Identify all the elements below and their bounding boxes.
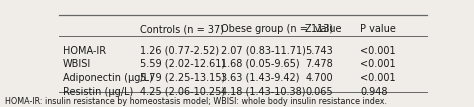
Text: 0.948: 0.948: [360, 87, 388, 97]
Text: HOMA-IR: insulin resistance by homeostasis model; WBISI: whole body insulin resi: HOMA-IR: insulin resistance by homeostas…: [5, 97, 387, 106]
Text: 7.478: 7.478: [305, 59, 333, 69]
Text: 0.065: 0.065: [305, 87, 333, 97]
Text: <0.001: <0.001: [360, 73, 396, 83]
Text: Adiponectin (μg/L): Adiponectin (μg/L): [63, 73, 153, 83]
Text: Resistin (μg/L): Resistin (μg/L): [63, 87, 133, 97]
Text: P value: P value: [360, 24, 396, 34]
Text: 5.743: 5.743: [305, 46, 333, 56]
Text: 4.18 (1.43-10.38): 4.18 (1.43-10.38): [221, 87, 305, 97]
Text: 4.700: 4.700: [305, 73, 333, 83]
Text: 1.68 (0.05-9.65): 1.68 (0.05-9.65): [221, 59, 300, 69]
Text: 4.25 (2.06-10.25): 4.25 (2.06-10.25): [140, 87, 225, 97]
Text: 1.26 (0.77-2.52): 1.26 (0.77-2.52): [140, 46, 219, 56]
Text: Obese group (n = 113): Obese group (n = 113): [221, 24, 333, 34]
Text: <0.001: <0.001: [360, 46, 396, 56]
Text: 5.59 (2.02-12.61): 5.59 (2.02-12.61): [140, 59, 225, 69]
Text: <0.001: <0.001: [360, 59, 396, 69]
Text: Controls (n = 37): Controls (n = 37): [140, 24, 224, 34]
Text: Z value: Z value: [305, 24, 342, 34]
Text: HOMA-IR: HOMA-IR: [63, 46, 106, 56]
Text: 5.79 (2.25-13.15): 5.79 (2.25-13.15): [140, 73, 225, 83]
Text: 2.07 (0.83-11.71): 2.07 (0.83-11.71): [221, 46, 306, 56]
Text: 3.63 (1.43-9.42): 3.63 (1.43-9.42): [221, 73, 300, 83]
Text: WBISI: WBISI: [63, 59, 91, 69]
